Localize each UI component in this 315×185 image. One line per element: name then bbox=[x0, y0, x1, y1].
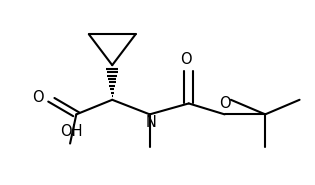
Text: O: O bbox=[219, 96, 231, 111]
Text: O: O bbox=[180, 52, 192, 67]
Text: N: N bbox=[146, 115, 157, 130]
Text: OH: OH bbox=[60, 124, 83, 139]
Text: O: O bbox=[32, 90, 43, 105]
